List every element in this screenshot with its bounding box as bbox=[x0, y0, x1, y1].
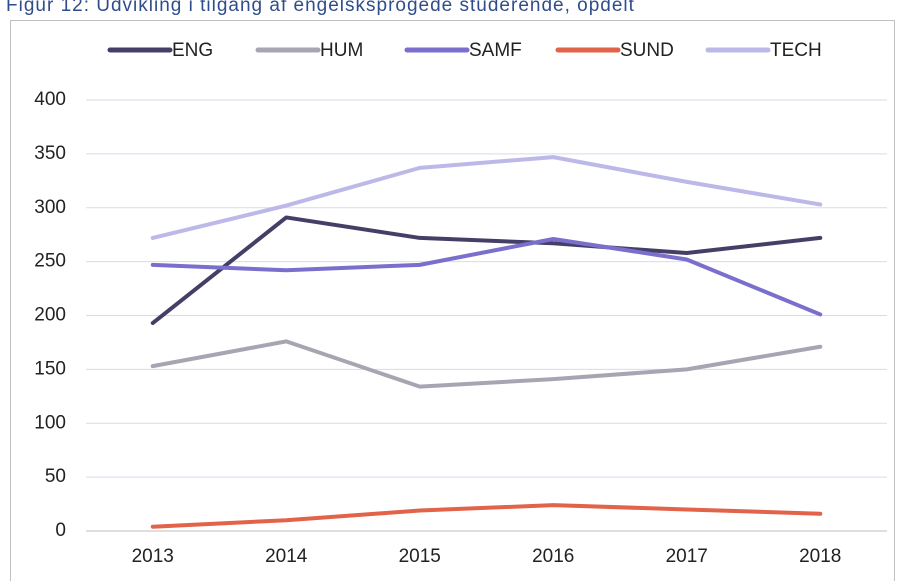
series-line bbox=[150, 215, 823, 326]
y-tick-label: 200 bbox=[34, 305, 66, 326]
x-tick-label: 2013 bbox=[132, 546, 174, 567]
x-tick-label: 2015 bbox=[399, 546, 441, 567]
x-tick-label: 2017 bbox=[666, 546, 708, 567]
chart-title: Figur 12: Udvikling i tilgang af engelsk… bbox=[6, 0, 635, 16]
series-line bbox=[150, 503, 823, 529]
x-tick-label: 2018 bbox=[799, 546, 841, 567]
y-tick-label: 150 bbox=[34, 358, 66, 379]
legend-label: HUM bbox=[320, 40, 363, 61]
y-tick-label: 50 bbox=[45, 466, 66, 487]
legend-label: SUND bbox=[620, 40, 674, 61]
y-tick-label: 400 bbox=[34, 89, 66, 110]
x-tick-label: 2016 bbox=[532, 546, 574, 567]
series-line bbox=[150, 236, 823, 317]
y-tick-label: 0 bbox=[55, 520, 66, 541]
y-tick-label: 250 bbox=[34, 251, 66, 272]
series-line bbox=[150, 155, 823, 240]
legend-label: ENG bbox=[172, 40, 213, 61]
legend-label: TECH bbox=[770, 40, 822, 61]
y-tick-label: 100 bbox=[34, 412, 66, 433]
series-line bbox=[150, 339, 823, 389]
legend-label: SAMF bbox=[469, 40, 522, 61]
y-tick-label: 350 bbox=[34, 143, 66, 164]
y-tick-label: 300 bbox=[34, 197, 66, 218]
x-tick-label: 2014 bbox=[265, 546, 308, 567]
chart-frame bbox=[10, 20, 895, 581]
